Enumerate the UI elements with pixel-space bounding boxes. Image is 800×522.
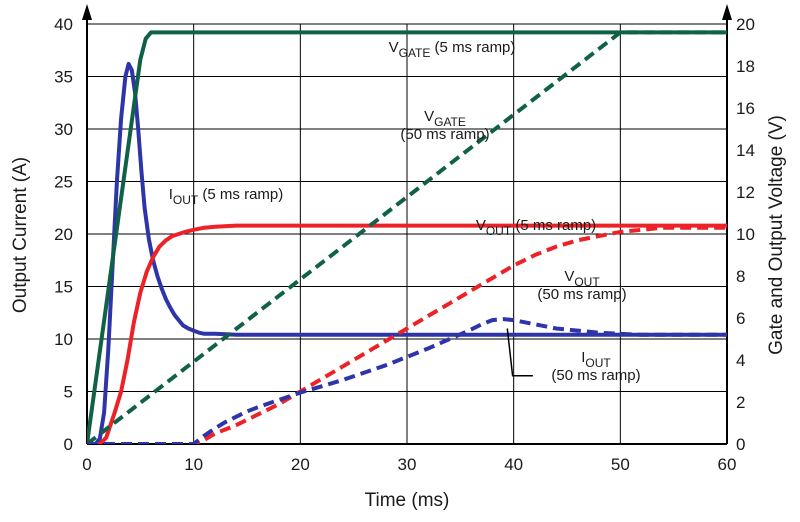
x-tick-label: 40 [504, 455, 523, 474]
label-vgate-5ms: VGATE (5 ms ramp) [389, 39, 516, 60]
annotation-subscript: OUT [574, 275, 600, 289]
annotation-subscript: GATE [434, 115, 466, 129]
annotation-rest: (5 ms ramp) [430, 39, 515, 56]
y-tick-label: 5 [64, 383, 73, 402]
annotation-rest: (5 ms ramp) [511, 217, 596, 234]
y-tick-label: 15 [54, 278, 73, 297]
x-tick-label: 30 [398, 455, 417, 474]
label-iout-50ms: IOUT(50 ms ramp) [551, 349, 640, 384]
annotation-text: VGATE [424, 108, 466, 129]
tick-labels: 0 10 20 30 40 50 60051015202530354002468101214… [54, 15, 755, 474]
y2-tick-label: 0 [736, 435, 745, 454]
label-vout-5ms: VOUT (5 ms ramp) [476, 217, 596, 238]
y2-axis-label: Gate and Output Voltage (V) [766, 115, 787, 355]
annotation-rest: (5 ms ramp) [198, 186, 283, 203]
x-tick-label: 50 [611, 455, 630, 474]
series-iout-50ms [87, 317, 727, 444]
y2-tick-label: 8 [736, 267, 745, 286]
series-vgate-50ms [87, 30, 727, 444]
y2-axis-arrow-icon [722, 4, 732, 20]
series-vout-5ms [87, 223, 727, 444]
annotation-main: V [476, 217, 486, 234]
y2-tick-label: 18 [736, 57, 755, 76]
y-tick-label: 20 [54, 225, 73, 244]
y-tick-label: 0 [64, 435, 73, 454]
y-axis-label: Output Current (A) [10, 157, 31, 313]
label-vgate-50ms: VGATE(50 ms ramp) [400, 108, 489, 143]
annotation-text: VOUT [564, 268, 600, 289]
annotation-line2: (50 ms ramp) [400, 126, 489, 143]
annotation-text: IOUT [581, 349, 611, 370]
y-tick-label: 35 [54, 68, 73, 87]
annotation-main: I [169, 186, 173, 203]
y2-tick-label: 20 [736, 15, 755, 34]
y2-tick-label: 12 [736, 183, 755, 202]
annotation-text: VOUT (5 ms ramp) [476, 217, 596, 238]
series-vgate-5ms [87, 30, 727, 444]
annotation-layer: VGATE (5 ms ramp)VGATE(50 ms ramp)IOUT (… [169, 39, 641, 384]
annotation-subscript: GATE [399, 46, 431, 60]
y-tick-label: 40 [54, 15, 73, 34]
annotation-text: VGATE (5 ms ramp) [389, 39, 516, 60]
x-tick-label: 10 [184, 455, 203, 474]
x-tick-label: 20 [291, 455, 310, 474]
annotation-subscript: OUT [585, 356, 611, 370]
y-tick-label: 25 [54, 173, 73, 192]
y2-tick-label: 6 [736, 309, 745, 328]
annotation-main: V [424, 108, 434, 125]
grid [86, 23, 728, 445]
annotation-subscript: OUT [173, 193, 199, 207]
annotation-main: V [389, 39, 399, 56]
y2-tick-label: 2 [736, 393, 745, 412]
annotation-line2: (50 ms ramp) [537, 286, 626, 303]
leader-lines [506, 328, 533, 377]
annotation-subscript: OUT [486, 224, 512, 238]
label-vout-50ms: VOUT(50 ms ramp) [537, 268, 626, 303]
x-axis-label: Time (ms) [365, 490, 450, 511]
annotation-main: I [581, 349, 585, 366]
label-iout-5ms: IOUT (5 ms ramp) [169, 186, 284, 207]
y-tick-label: 30 [54, 120, 73, 139]
y-tick-label: 10 [54, 330, 73, 349]
annotation-main: V [564, 268, 574, 285]
y2-tick-label: 14 [736, 141, 755, 160]
annotation-text: IOUT (5 ms ramp) [169, 186, 284, 207]
y-axis-arrow-icon [82, 4, 92, 20]
series-vout-50ms [87, 225, 727, 444]
y2-tick-label: 16 [736, 99, 755, 118]
x-tick-label: 0 [82, 455, 91, 474]
x-tick-label: 60 [718, 455, 737, 474]
y2-tick-label: 4 [736, 351, 745, 370]
y2-tick-label: 10 [736, 225, 755, 244]
annotation-line2: (50 ms ramp) [551, 367, 640, 384]
series-layer [87, 30, 727, 444]
leader-line-iout-50ms [506, 328, 533, 377]
